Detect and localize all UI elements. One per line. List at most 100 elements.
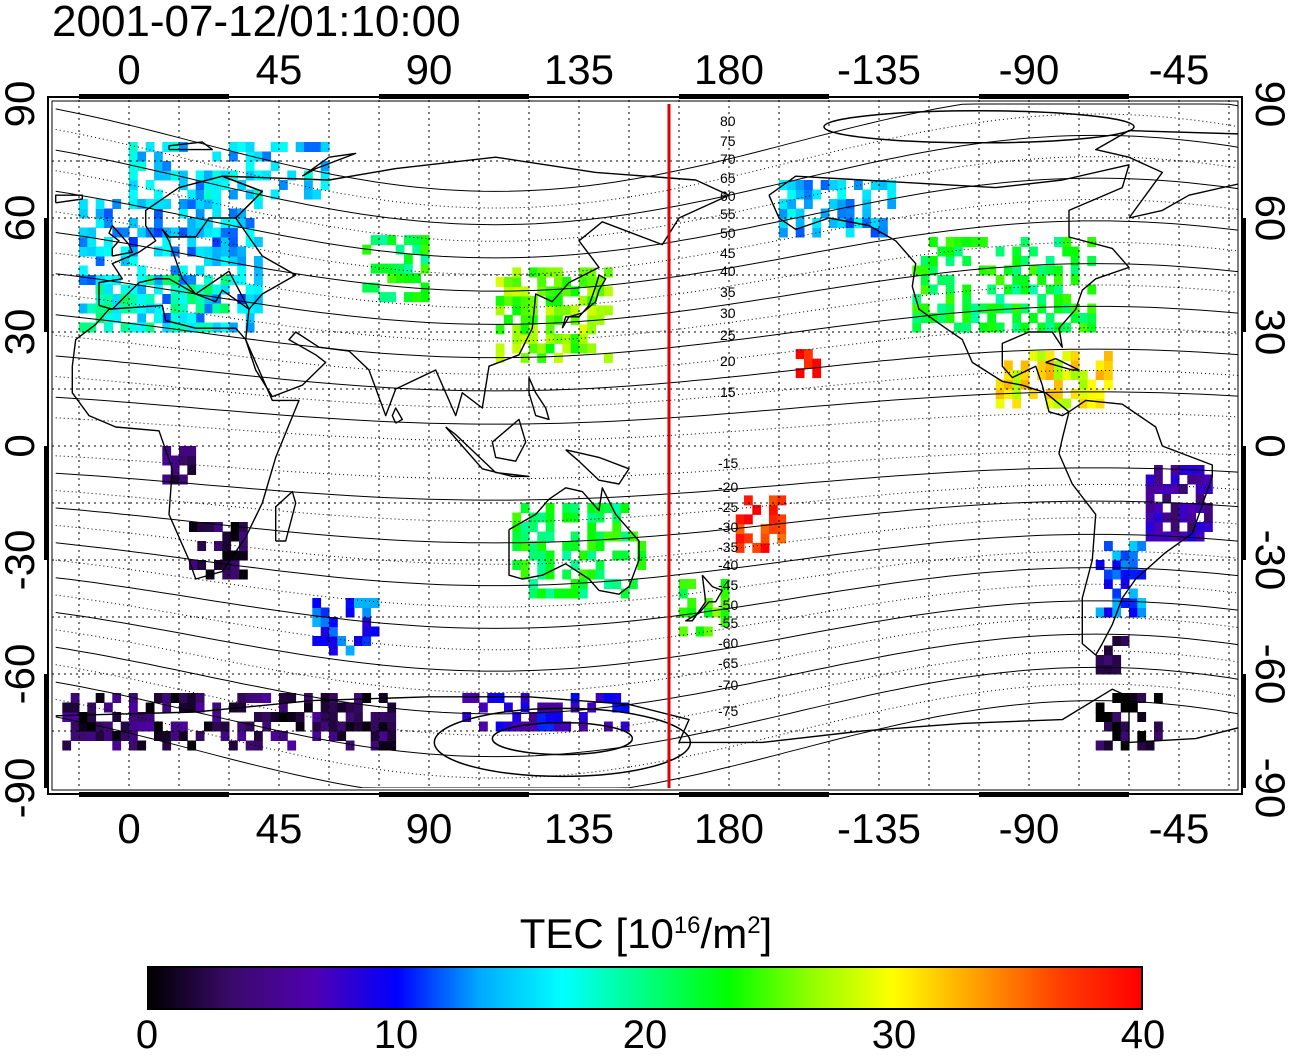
tec-cell: [1095, 712, 1105, 722]
tec-cell: [220, 170, 230, 181]
tec-cell: [154, 693, 163, 703]
tec-cell: [945, 246, 955, 257]
tec-cell: [504, 276, 513, 287]
tec-cell: [129, 731, 138, 741]
tec-cell: [204, 180, 213, 190]
tec-cell: [195, 218, 205, 228]
tec-cell: [720, 598, 730, 608]
tec-cell: [162, 740, 172, 751]
tec-cell: [1129, 550, 1138, 561]
coastline-novaya: [301, 152, 357, 177]
tec-cell: [312, 636, 322, 646]
tec-cell: [205, 522, 215, 532]
tec-cell: [162, 199, 172, 209]
tec-cell: [254, 740, 263, 751]
tec-cell: [579, 324, 588, 335]
tec-cell: [787, 208, 797, 219]
tec-cell: [637, 541, 647, 551]
tec-cell: [362, 282, 372, 293]
tec-cell: [154, 170, 163, 181]
contour-line: [55, 305, 1238, 359]
tec-cell: [312, 721, 322, 732]
tec-cell: [1062, 237, 1072, 247]
tec-cell: [179, 474, 188, 485]
coastline-borneo: [491, 418, 527, 462]
frame-mark: [44, 218, 49, 332]
tec-cell: [937, 303, 947, 314]
tec-cell: [195, 246, 205, 257]
tec-cell: [704, 626, 713, 637]
contour-label: 70: [720, 151, 736, 167]
tec-cell: [195, 303, 205, 314]
tec-cell: [1120, 636, 1130, 646]
tec-cell: [195, 284, 205, 295]
coastlines: [55, 129, 1238, 744]
tec-cell: [87, 237, 97, 247]
tec-cell: [212, 170, 222, 181]
tec-cell: [254, 237, 263, 247]
tec-cell: [287, 712, 297, 722]
tec-cell: [170, 303, 180, 314]
tec-cell: [1112, 712, 1122, 722]
tec-cell: [137, 199, 147, 209]
coastline-philippines: [528, 377, 550, 421]
tec-cell: [112, 313, 122, 323]
tec-cell: [520, 352, 530, 363]
tec-cell: [262, 151, 272, 162]
tec-cell: [512, 560, 522, 570]
tec-cell: [170, 275, 180, 285]
tec-cell: [520, 295, 530, 306]
tec-region-australia: [512, 503, 647, 599]
tec-cell: [229, 702, 238, 713]
tec-cell: [129, 170, 138, 181]
contour-label: 80: [720, 113, 736, 129]
contour-label: -70: [718, 677, 738, 693]
lon-tick-top: 90: [406, 46, 453, 93]
tec-cell: [1204, 474, 1213, 485]
tec-cell: [220, 303, 230, 314]
tec-cell: [1154, 465, 1163, 475]
tec-cell: [1020, 370, 1030, 380]
tec-cell: [777, 495, 787, 506]
colorbar-tick-label: 40: [1120, 1013, 1166, 1057]
tec-cell: [820, 180, 830, 190]
tec-cell: [1145, 512, 1155, 523]
tec-cell: [587, 531, 597, 542]
tec-cell: [129, 189, 138, 200]
tec-cell: [1187, 503, 1197, 513]
contour-line: [55, 134, 1238, 226]
coastline-iceland: [55, 194, 83, 204]
tec-cell: [70, 731, 80, 741]
tec-cell: [212, 208, 222, 219]
tec-cell: [254, 199, 263, 209]
tec-cell: [579, 276, 588, 287]
tec-cell: [129, 702, 138, 713]
tec-cell: [679, 588, 688, 599]
tec-cell: [129, 142, 138, 152]
tec-cell: [354, 712, 363, 722]
tec-cell: [545, 305, 555, 316]
tec-cell: [604, 286, 613, 297]
tec-cell: [79, 246, 88, 257]
tec-cell: [845, 208, 855, 219]
tec-cell: [87, 246, 97, 257]
tec-cell: [1195, 531, 1205, 542]
tec-cell: [312, 712, 322, 722]
tec-cell: [554, 314, 563, 325]
tec-cell: [362, 721, 372, 732]
tec-cell: [744, 533, 753, 544]
tec-cell: [270, 712, 280, 722]
tec-cell: [769, 504, 778, 515]
tec-cell: [1054, 389, 1063, 399]
tec-region-pacific-south: [735, 495, 787, 553]
tec-cell: [520, 522, 530, 532]
tec-cell: [345, 740, 355, 751]
tec-cell: [179, 322, 188, 333]
tec-cell: [370, 282, 380, 293]
tec-cell: [795, 349, 805, 360]
tec-cell: [320, 712, 330, 722]
tec-cell: [529, 712, 538, 722]
coastline-asia: [222, 156, 730, 417]
contour-line: [55, 450, 1238, 480]
tec-cell: [1154, 484, 1163, 494]
